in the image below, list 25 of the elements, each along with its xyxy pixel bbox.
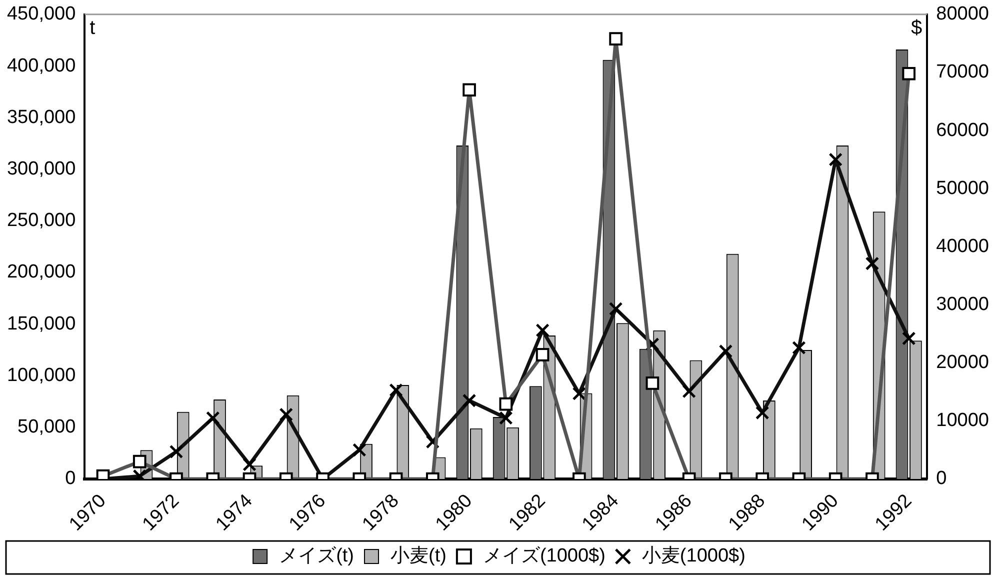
y2-tick-label: 70000	[936, 62, 990, 83]
legend-label: 小麦(1000$)	[642, 546, 746, 567]
y2-tick-label: 50000	[936, 178, 990, 199]
y-tick-label: 300,000	[6, 158, 76, 180]
y-tick-label: 200,000	[6, 262, 76, 283]
legend-label: 小麦(t)	[390, 546, 446, 567]
y-tick-label: 250,000	[6, 210, 76, 232]
y-tick-label: 150,000	[6, 313, 76, 334]
y-axis-title: t	[90, 16, 96, 39]
y-tick-label: 400,000	[6, 55, 76, 76]
legend-label: メイズ(t)	[279, 546, 354, 567]
y2-tick-label: 0	[936, 468, 947, 490]
y2-tick-label: 30000	[936, 294, 990, 316]
y-tick-label: 0	[65, 468, 76, 490]
y-tick-label: 100,000	[6, 364, 76, 386]
y2-tick-label: 20000	[936, 352, 990, 374]
y-tick-label: 350,000	[6, 106, 76, 128]
y2-tick-label: 80000	[936, 4, 990, 25]
y2-tick-label: 60000	[936, 120, 990, 141]
y2-axis-title: $	[911, 16, 922, 39]
legend-label: メイズ(1000$)	[482, 546, 606, 567]
y-tick-label: 50,000	[18, 416, 76, 438]
y-tick-label: 450,000	[6, 4, 76, 25]
y2-tick-label: 40000	[936, 236, 990, 257]
y2-tick-label: 10000	[936, 410, 990, 432]
